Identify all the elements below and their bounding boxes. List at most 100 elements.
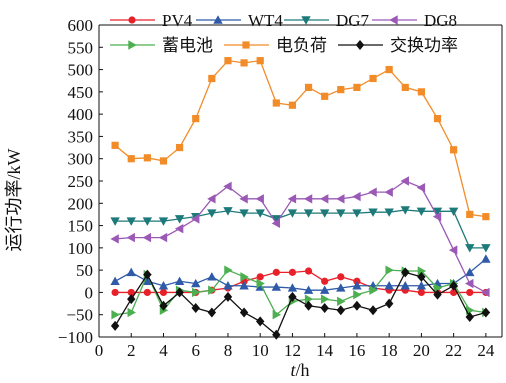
data-point — [208, 285, 217, 295]
legend-item: PV4 — [110, 11, 193, 30]
data-point — [321, 92, 329, 100]
data-point — [240, 59, 248, 67]
data-point — [303, 194, 313, 204]
data-point — [304, 300, 313, 311]
series-line — [114, 59, 486, 218]
data-point — [143, 154, 151, 162]
data-point — [433, 115, 442, 123]
legend-marker — [213, 15, 223, 24]
data-point — [111, 310, 120, 320]
data-point — [271, 215, 282, 224]
legend-item: 交换功率 — [338, 36, 458, 55]
data-point — [191, 303, 200, 314]
data-point — [272, 268, 280, 276]
series-group — [110, 176, 490, 298]
y-axis-ticks: −100 −50 0 50 100 150 200 250 300 350 400 450 500 550… — [58, 16, 103, 347]
data-point — [191, 278, 201, 288]
data-point — [303, 285, 314, 294]
data-point — [336, 209, 346, 218]
data-point — [288, 291, 297, 302]
data-point — [465, 244, 475, 253]
data-point — [304, 83, 313, 91]
data-point — [416, 281, 427, 290]
data-point — [481, 307, 491, 318]
data-point — [400, 281, 410, 290]
data-point — [208, 74, 216, 83]
data-point — [369, 74, 377, 83]
data-point — [384, 298, 394, 309]
legend-label: WT4 — [248, 11, 283, 30]
data-point — [240, 272, 249, 282]
data-point — [143, 288, 151, 297]
data-point — [142, 276, 153, 285]
x-axis-title: t/h — [290, 360, 309, 380]
legend: PV4 WT4 DG7 DG8 蓄电池 电负荷 交换功率 — [110, 11, 458, 55]
legend-marker — [128, 16, 136, 24]
legend-label: 交换功率 — [390, 36, 458, 55]
data-point — [143, 269, 152, 280]
data-point — [239, 281, 249, 290]
data-point — [223, 281, 233, 290]
data-point — [353, 83, 361, 91]
data-point — [223, 291, 233, 302]
data-point — [126, 232, 135, 243]
x-tick-label: 12 — [284, 341, 301, 360]
data-point — [369, 285, 378, 295]
legend-label: PV4 — [162, 11, 193, 30]
data-point — [482, 213, 490, 221]
y-tick-label: 300 — [68, 150, 94, 169]
y-tick-label: 450 — [68, 83, 94, 102]
y-tick-label: 250 — [68, 172, 94, 191]
data-point — [400, 176, 409, 186]
y-axis-title: 运行功率/kW — [4, 148, 24, 251]
data-point — [224, 57, 232, 65]
data-point — [465, 311, 474, 322]
x-tick-label: 8 — [224, 341, 233, 360]
data-point — [272, 329, 281, 340]
x-tick-label: 6 — [191, 341, 200, 360]
series-line — [114, 258, 487, 291]
data-point — [352, 209, 362, 218]
x-axis-title-unit: /h — [296, 360, 310, 380]
data-point — [111, 288, 119, 297]
y-tick-label: −100 — [58, 328, 93, 347]
data-point — [417, 288, 425, 297]
data-point — [321, 277, 329, 285]
data-point — [304, 267, 313, 275]
data-point — [158, 232, 168, 243]
data-point — [256, 278, 265, 289]
x-tick-label: 2 — [127, 341, 136, 360]
y-tick-label: −50 — [66, 306, 93, 325]
data-point — [111, 141, 119, 149]
data-point — [192, 115, 200, 123]
data-point — [174, 215, 185, 224]
data-point — [368, 305, 378, 316]
data-point — [110, 276, 120, 285]
x-tick-label: 24 — [477, 341, 495, 360]
data-point — [385, 265, 394, 275]
data-point — [319, 194, 329, 204]
series-line — [114, 271, 487, 336]
data-point — [127, 307, 136, 318]
legend-label: 电负荷 — [276, 36, 327, 55]
data-point — [256, 57, 264, 65]
x-tick-label: 18 — [381, 341, 398, 360]
y-tick-label: 550 — [68, 38, 94, 57]
data-point — [352, 281, 362, 290]
data-point — [481, 244, 491, 253]
data-point — [368, 208, 378, 217]
series-group — [111, 57, 490, 221]
data-point — [450, 146, 458, 154]
data-point — [337, 86, 345, 94]
legend-item: DG7 — [284, 11, 370, 30]
data-point — [319, 285, 330, 294]
x-tick-label: 10 — [252, 341, 269, 360]
data-point — [174, 276, 185, 285]
legend-item: 蓄电池 — [110, 36, 213, 55]
data-point — [304, 294, 314, 304]
data-point — [271, 218, 281, 229]
data-point — [465, 278, 474, 289]
data-point — [175, 287, 184, 298]
data-point — [159, 288, 168, 297]
